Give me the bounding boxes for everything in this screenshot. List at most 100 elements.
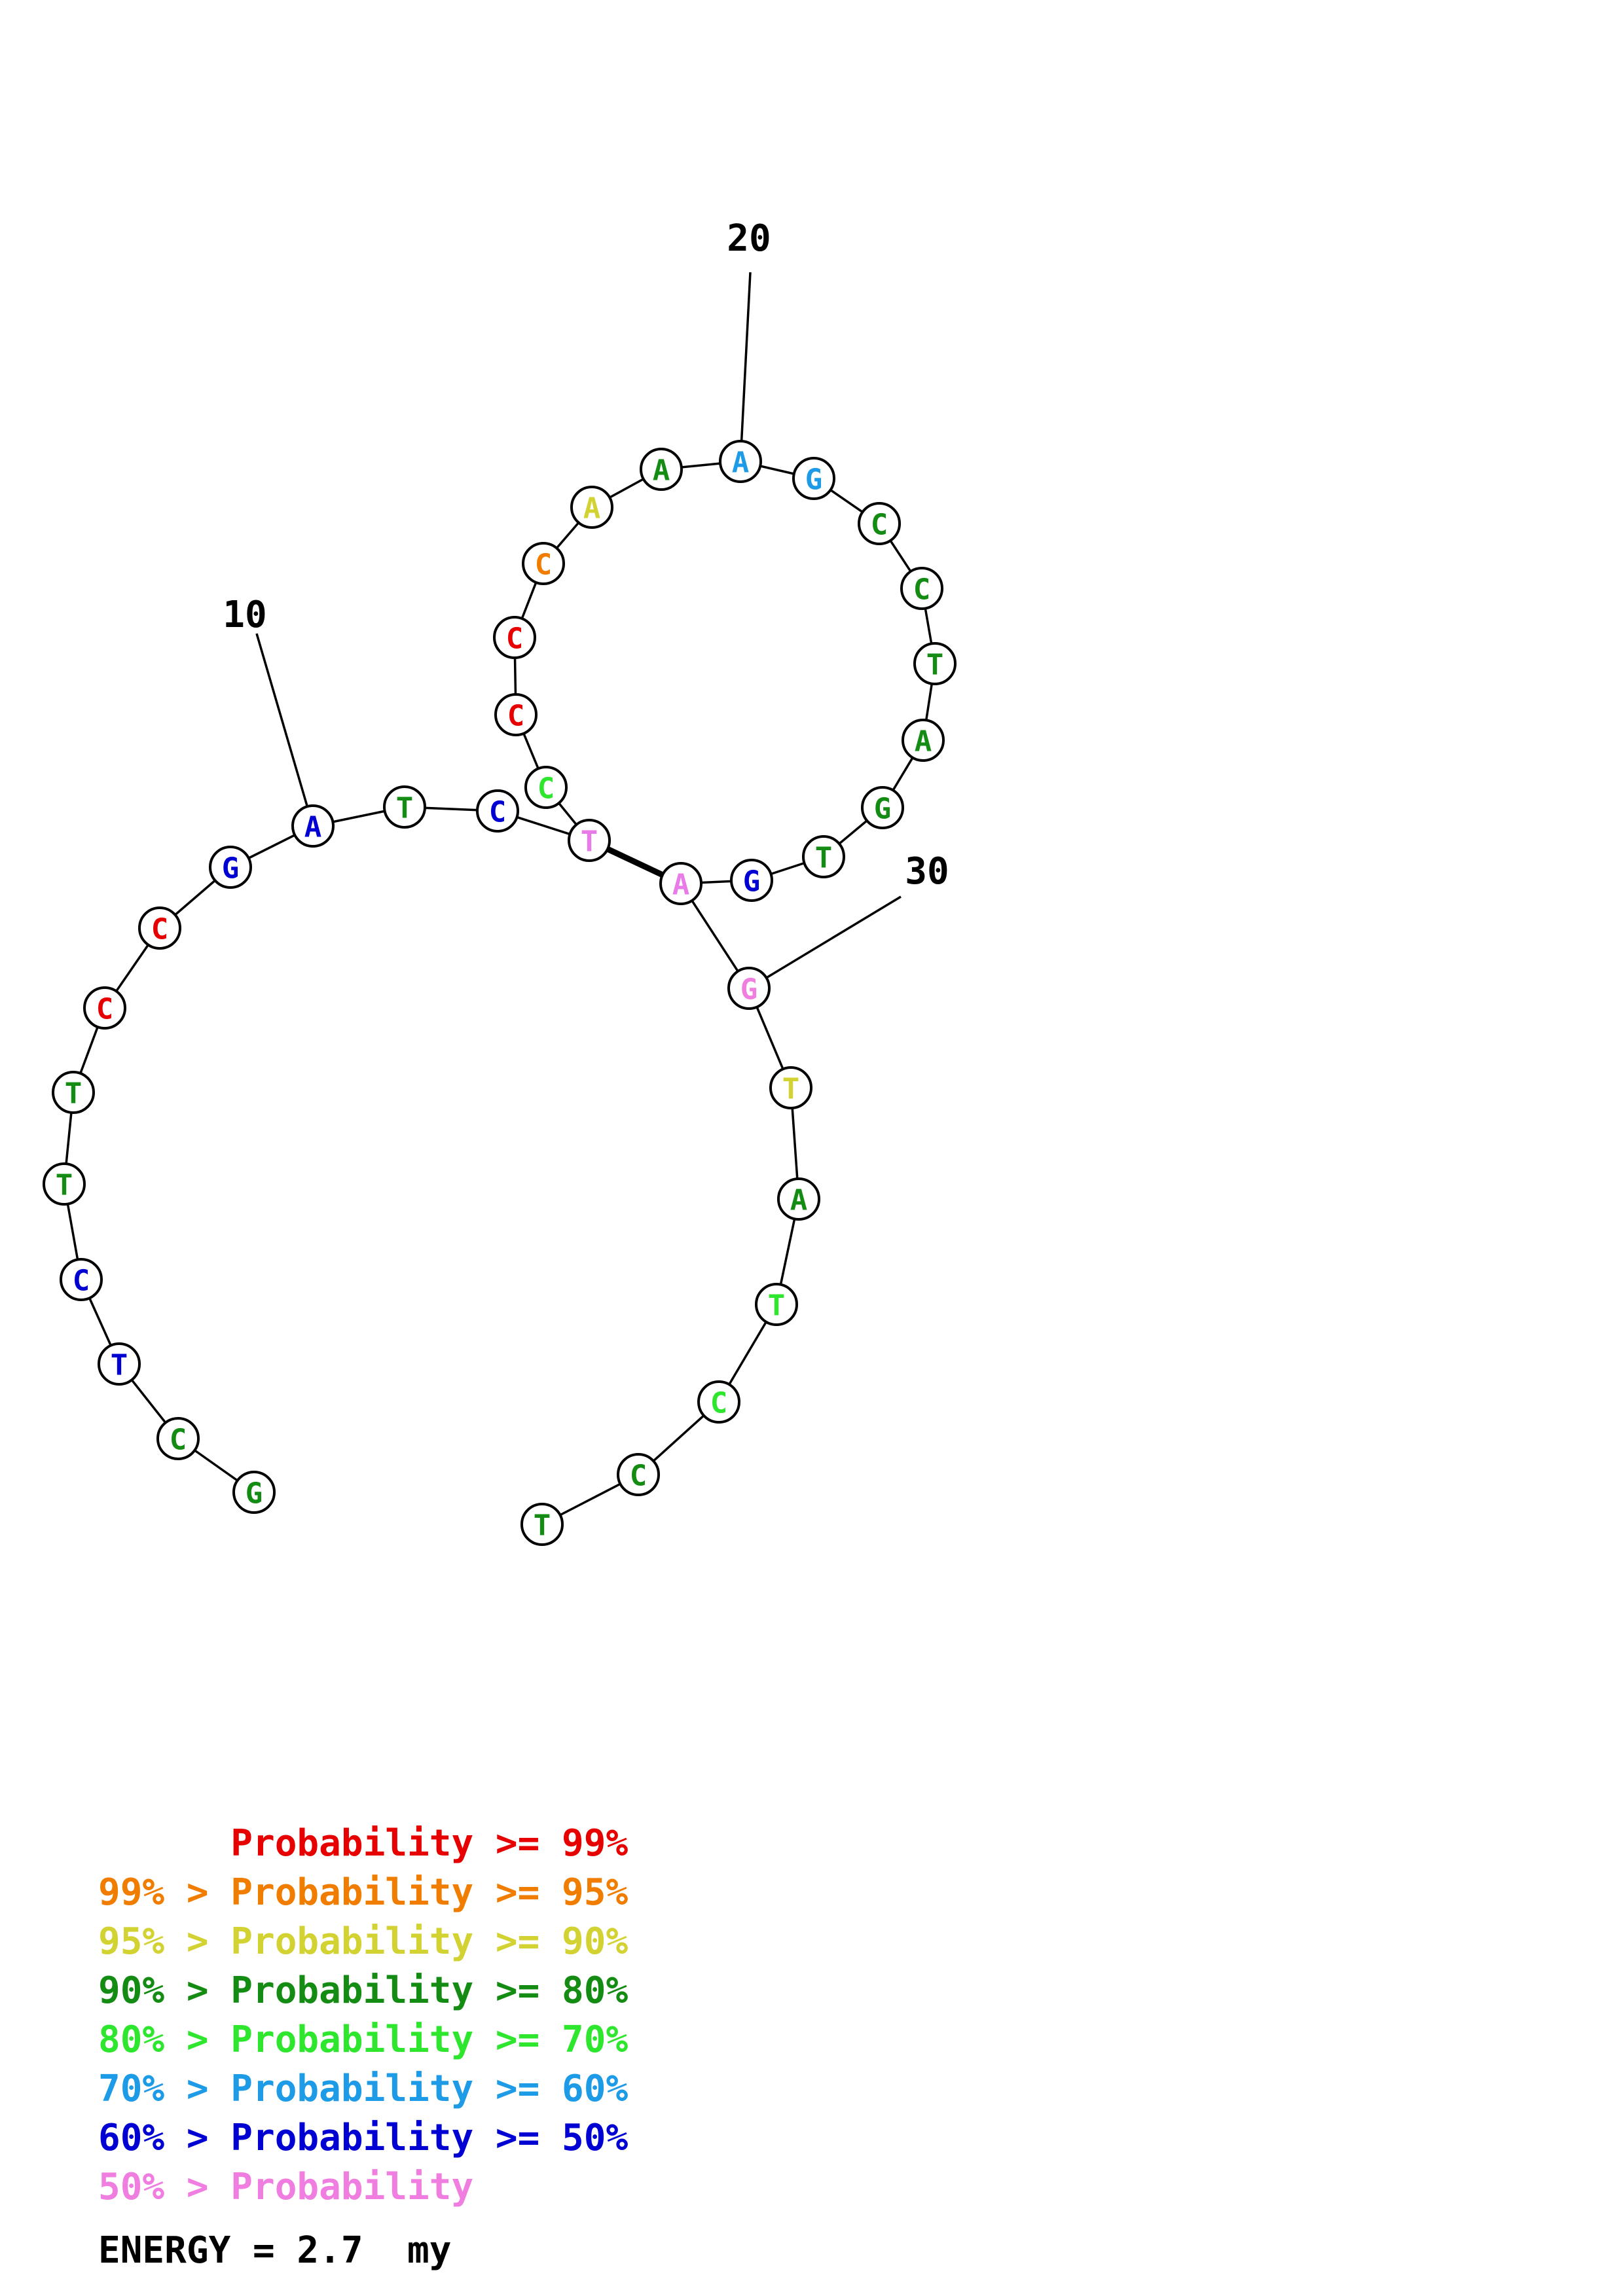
nucleotide-circle [476,789,519,833]
nucleotide-circle [60,1258,103,1301]
nucleotide-circle [98,1342,141,1386]
nucleotide-letter: C [151,913,169,946]
nucleotide-circle [494,693,538,736]
nucleotide-10: A [291,804,335,848]
nucleotide-18: A [570,486,613,529]
probability-legend: Probability >= 99% 99% > Probability >= 9… [98,1822,628,2208]
legend-row-2: 99% > Probability >= 95% [98,1871,628,1914]
nucleotide-17: C [522,542,565,585]
nucleotide-letter: G [743,865,761,899]
legend-row-1: Probability >= 99% [98,1822,628,1865]
nucleotide-6: T [52,1071,95,1114]
nucleotide-11: T [383,785,426,829]
nucleotide-letter: C [170,1424,187,1457]
nucleotide-31: T [769,1066,812,1109]
nucleotide-letter: C [630,1460,647,1493]
nucleotide-circle [858,502,901,545]
nucleotide-12: C [476,789,519,833]
nucleotide-letter: T [782,1073,800,1106]
nucleotide-circle [730,859,773,902]
nucleotide-circle [777,1177,820,1221]
nucleotide-13: T [568,819,611,862]
nucleotide-28: G [730,859,773,902]
nucleotide-1: G [232,1471,276,1514]
nucleotide-33: T [755,1283,798,1326]
nucleotide-36: T [520,1503,564,1546]
legend-row-3: 95% > Probability >= 90% [98,1920,628,1963]
nucleotide-letter: G [740,973,758,1007]
nucleotide-letter: C [710,1387,728,1420]
nucleotide-letter: G [222,852,240,886]
nucleotide-circle [291,804,335,848]
nucleotide-letter: A [304,811,322,844]
nucleotide-circle [232,1471,276,1514]
nucleotide-circle [727,967,771,1010]
nucleotide-20: A [719,440,762,483]
nucleotide-letter: A [790,1184,808,1217]
nucleotide-letter: C [96,993,114,1026]
nucleotide-letter: T [768,1289,786,1323]
nucleotide-letter: C [489,796,507,829]
nucleotide-circle [43,1162,86,1206]
nucleotide-15: C [494,693,538,736]
nucleotide-5: T [43,1162,86,1206]
nucleotide-letter: G [246,1477,263,1511]
nucleotide-35: C [617,1453,660,1496]
nucleotide-circle [802,835,845,878]
nucleotide-23: C [900,567,943,610]
nucleotide-letter: A [732,446,750,480]
nucleotide-circle [659,862,702,905]
nucleotide-letter: G [874,793,892,826]
legend-row-7: 60% > Probability >= 50% [98,2117,628,2159]
nucleotide-circle [524,766,568,809]
nucleotide-letter: A [915,725,932,759]
nucleotide-30: G [727,967,771,1010]
nucleotide-29: A [659,862,702,905]
nucleotide-letter: T [56,1169,73,1202]
tick-line-30 [748,895,902,990]
nucleotide-circle [861,786,904,829]
nucleotide-22: C [858,502,901,545]
tick-label-10: 10 [223,594,266,636]
nucleotide-letter: C [507,700,525,733]
nucleotide-letter: T [581,825,598,859]
backbone [63,460,936,1526]
tick-label-30: 30 [905,850,949,893]
legend-row-6: 70% > Probability >= 60% [98,2068,628,2110]
energy-label: ENERGY = 2.7 my [98,2229,451,2272]
nucleotide-circle [902,719,945,762]
nucleotide-letter: C [535,548,553,582]
nucleotide-9: G [209,846,252,889]
nucleotide-circle [522,542,565,585]
nucleotide-circle [617,1453,660,1496]
nucleotide-circle [383,785,426,829]
nucleotide-7: C [83,986,126,1030]
nucleotide-letter: C [506,622,524,656]
nucleotide-34: C [697,1380,740,1424]
nucleotide-circle [900,567,943,610]
nucleotide-circle [697,1380,740,1424]
tick-line-10 [255,633,314,827]
nucleotide-circle [640,448,683,491]
nucleotide-19: A [640,448,683,491]
nucleotide-letter: A [672,869,690,902]
nucleotide-circle [570,486,613,529]
nucleotide-26: G [861,786,904,829]
legend-row-5: 80% > Probability >= 70% [98,2018,628,2061]
nucleotide-circle [138,906,181,950]
nucleotide-circle [769,1066,812,1109]
nucleotide-circle [83,986,126,1030]
nucleotide-circle [209,846,252,889]
nucleotide-letter: A [583,492,601,526]
nucleotide-circle [493,616,536,659]
nucleotide-24: T [913,642,957,685]
nucleotide-circle [568,819,611,862]
nucleotide-32: A [777,1177,820,1221]
nucleotide-letter: C [871,509,888,542]
nucleotide-letter: T [396,792,414,825]
position-ticks: 10 20 30 [223,217,949,990]
nucleotide-letter: T [534,1509,551,1543]
nucleotide-letter: G [805,463,823,497]
nucleotide-3: T [98,1342,141,1386]
